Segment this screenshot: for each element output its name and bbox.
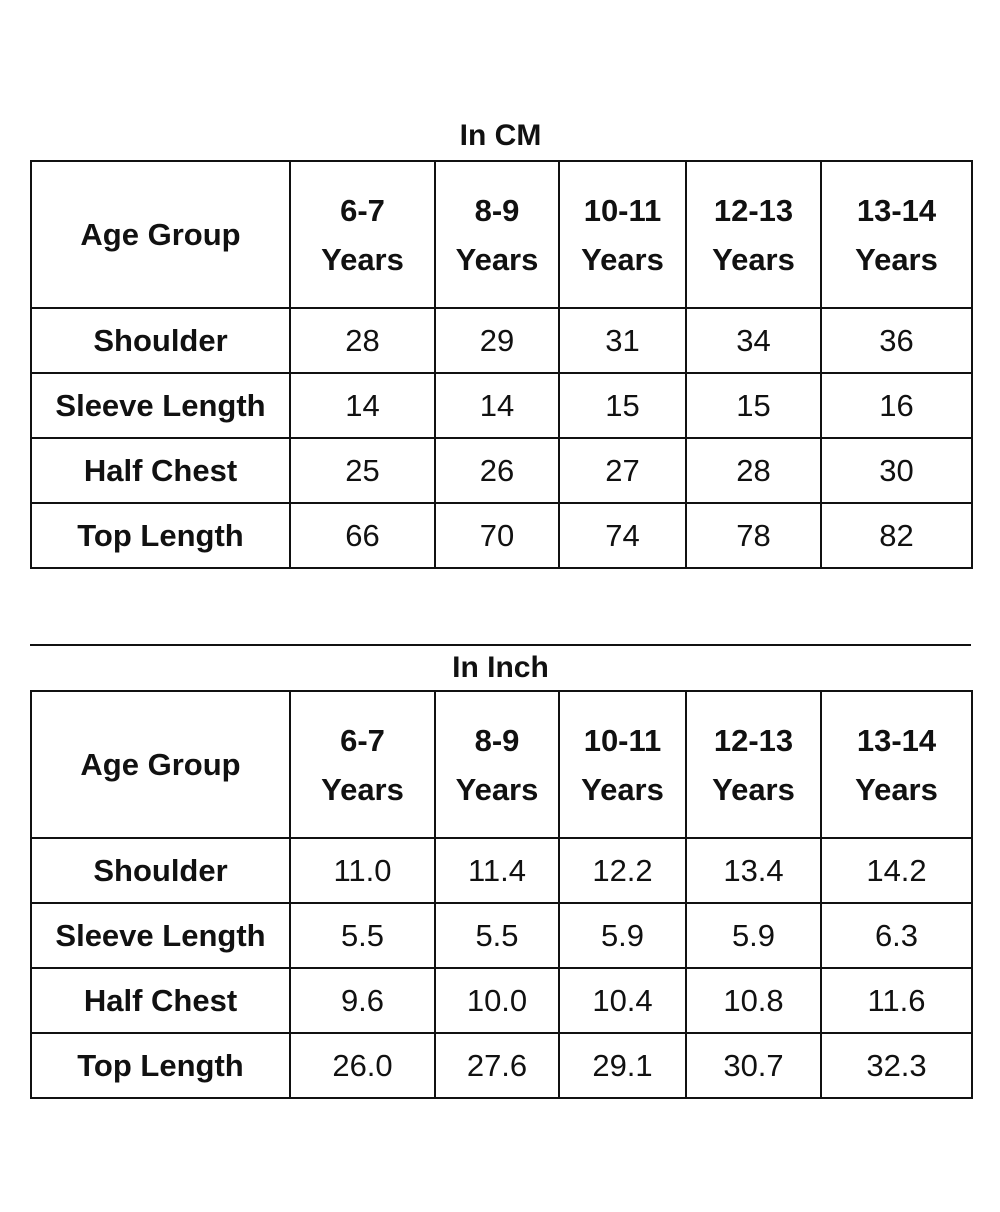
table-cell: 36 — [820, 307, 973, 374]
table-cell: 5.9 — [685, 902, 822, 969]
table-cell: 5.9 — [558, 902, 687, 969]
table-cell: 16 — [820, 372, 973, 439]
table-cell: 15 — [558, 372, 687, 439]
table-row: Top Length 26.0 27.6 29.1 30.7 32.3 — [30, 1032, 973, 1099]
column-header: 6-7 Years — [289, 160, 436, 309]
table-cell: 29 — [434, 307, 560, 374]
column-header: 13-14 Years — [820, 160, 973, 309]
column-header: 10-11 Years — [558, 690, 687, 839]
table-cell: 9.6 — [289, 967, 436, 1034]
table-cell: 66 — [289, 502, 436, 569]
table-cell: 26.0 — [289, 1032, 436, 1099]
table-cell: 10.4 — [558, 967, 687, 1034]
size-chart-inch: In Inch Age Group 6-7 Years 8-9 Years 10-1… — [30, 644, 973, 1099]
table-cell: 82 — [820, 502, 973, 569]
header-row: Age Group 6-7 Years 8-9 Years 10-11 Years 1… — [30, 690, 973, 839]
row-label: Half Chest — [30, 967, 291, 1034]
table-cell: 14 — [289, 372, 436, 439]
table-row: Half Chest 25 26 27 28 30 — [30, 437, 973, 504]
row-label: Top Length — [30, 1032, 291, 1099]
table-cell: 5.5 — [434, 902, 560, 969]
table-row: Top Length 66 70 74 78 82 — [30, 502, 973, 569]
table-cell: 74 — [558, 502, 687, 569]
table-cell: 26 — [434, 437, 560, 504]
table-cell: 28 — [289, 307, 436, 374]
table-cell: 78 — [685, 502, 822, 569]
table-cell: 31 — [558, 307, 687, 374]
table-cell: 13.4 — [685, 837, 822, 904]
table-cell: 32.3 — [820, 1032, 973, 1099]
table-cell: 28 — [685, 437, 822, 504]
table-cell: 14.2 — [820, 837, 973, 904]
table-cell: 10.0 — [434, 967, 560, 1034]
table-cell: 27 — [558, 437, 687, 504]
table-cell: 27.6 — [434, 1032, 560, 1099]
table-cell: 6.3 — [820, 902, 973, 969]
row-label: Sleeve Length — [30, 902, 291, 969]
table-cell: 15 — [685, 372, 822, 439]
corner-header: Age Group — [30, 160, 291, 309]
corner-header: Age Group — [30, 690, 291, 839]
row-label: Top Length — [30, 502, 291, 569]
table-cell: 29.1 — [558, 1032, 687, 1099]
column-header: 8-9 Years — [434, 690, 560, 839]
table-cell: 11.6 — [820, 967, 973, 1034]
table-row: Sleeve Length 5.5 5.5 5.9 5.9 6.3 — [30, 902, 973, 969]
row-label: Shoulder — [30, 837, 291, 904]
size-table-inch: Age Group 6-7 Years 8-9 Years 10-11 Years 1… — [30, 690, 973, 1099]
row-label: Sleeve Length — [30, 372, 291, 439]
row-label: Half Chest — [30, 437, 291, 504]
table-row: Shoulder 11.0 11.4 12.2 13.4 14.2 — [30, 837, 973, 904]
table-cell: 14 — [434, 372, 560, 439]
table-row: Half Chest 9.6 10.0 10.4 10.8 11.6 — [30, 967, 973, 1034]
table-caption: In Inch — [30, 644, 971, 690]
column-header: 8-9 Years — [434, 160, 560, 309]
table-cell: 34 — [685, 307, 822, 374]
row-label: Shoulder — [30, 307, 291, 374]
table-row: Sleeve Length 14 14 15 15 16 — [30, 372, 973, 439]
column-header: 6-7 Years — [289, 690, 436, 839]
table-cell: 12.2 — [558, 837, 687, 904]
table-cell: 30.7 — [685, 1032, 822, 1099]
column-header: 12-13 Years — [685, 690, 822, 839]
header-row: Age Group 6-7 Years 8-9 Years 10-11 Years 1… — [30, 160, 973, 309]
size-chart-cm: In CM Age Group 6-7 Years 8-9 Years 10-11 Y… — [30, 112, 973, 569]
table-cell: 70 — [434, 502, 560, 569]
table-cell: 5.5 — [289, 902, 436, 969]
size-table-cm: Age Group 6-7 Years 8-9 Years 10-11 Years 1… — [30, 160, 973, 569]
column-header: 12-13 Years — [685, 160, 822, 309]
table-row: Shoulder 28 29 31 34 36 — [30, 307, 973, 374]
column-header: 13-14 Years — [820, 690, 973, 839]
table-caption: In CM — [459, 119, 542, 152]
column-header: 10-11 Years — [558, 160, 687, 309]
table-cell: 30 — [820, 437, 973, 504]
table-cell: 11.0 — [289, 837, 436, 904]
table-cell: 11.4 — [434, 837, 560, 904]
table-cell: 10.8 — [685, 967, 822, 1034]
table-cell: 25 — [289, 437, 436, 504]
